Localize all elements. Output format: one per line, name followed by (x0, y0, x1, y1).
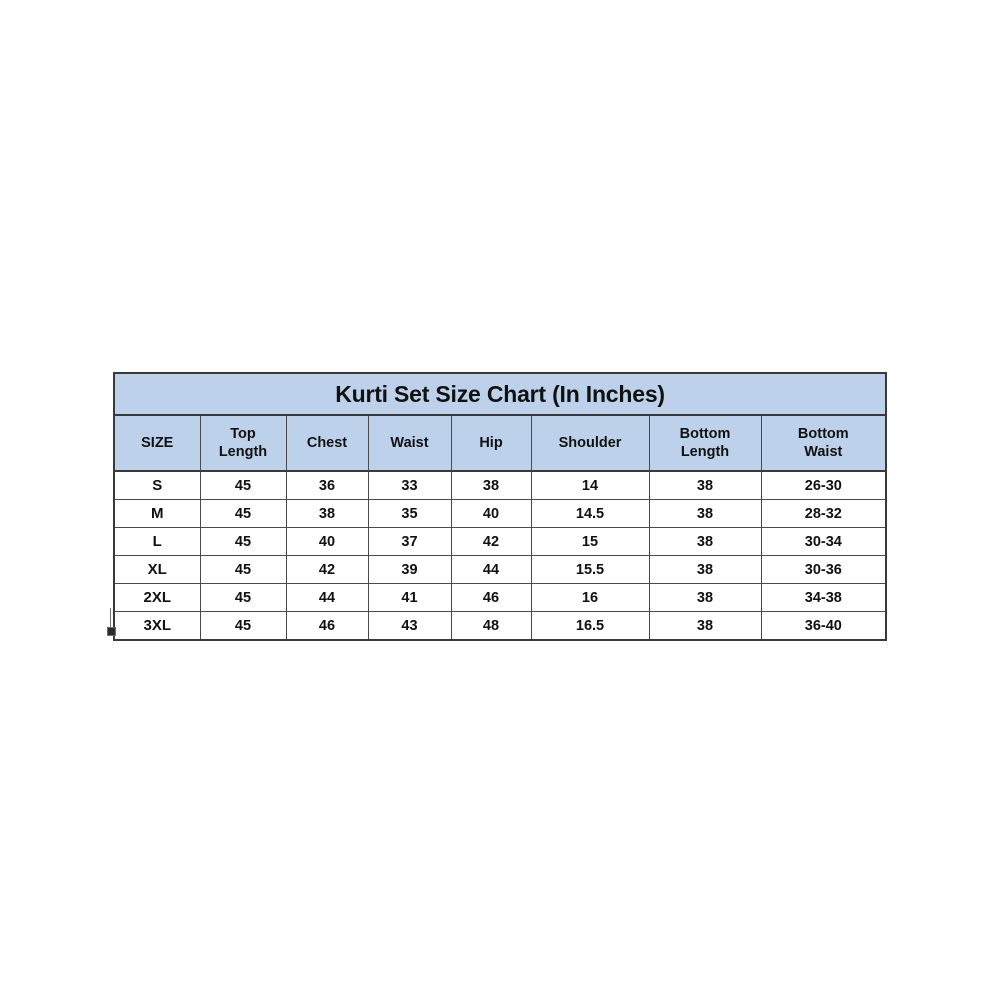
header-line: Waist (804, 444, 843, 460)
chart-header-row: SIZE Top Length Chest Waist Hip Shoulder (113, 414, 887, 472)
cell-shoulder: 14.5 (530, 499, 650, 528)
column-header-bottom-length: Bottom Length (648, 414, 762, 472)
table-row: L 45 40 37 42 15 38 30-34 (113, 527, 887, 556)
chart-title-row: Kurti Set Size Chart (In Inches) (113, 372, 887, 416)
cell-size: S (113, 470, 201, 500)
cell-top-length: 45 (199, 499, 287, 528)
header-line: Hip (479, 434, 503, 451)
size-chart-table: Kurti Set Size Chart (In Inches) SIZE To… (113, 372, 888, 641)
cell-waist: 33 (367, 470, 452, 500)
column-header-hip: Hip (450, 414, 532, 472)
chart-title: Kurti Set Size Chart (In Inches) (113, 372, 887, 416)
header-line: Length (218, 444, 268, 460)
cell-bottom-length: 38 (648, 470, 762, 500)
table-row: 3XL 45 46 43 48 16.5 38 36-40 (113, 611, 887, 641)
cell-size: 3XL (113, 611, 201, 641)
column-header-top-length: Top Length (199, 414, 287, 472)
table-row: M 45 38 35 40 14.5 38 28-32 (113, 499, 887, 528)
table-row: 2XL 45 44 41 46 16 38 34-38 (113, 583, 887, 612)
anchor-handle-marker (107, 627, 116, 636)
cell-waist: 37 (367, 527, 452, 556)
cell-bottom-length: 38 (648, 555, 762, 584)
cell-bottom-waist: 28-32 (760, 499, 887, 528)
cell-top-length: 45 (199, 583, 287, 612)
cell-bottom-waist: 34-38 (760, 583, 887, 612)
cell-top-length: 45 (199, 527, 287, 556)
cell-hip: 44 (450, 555, 532, 584)
header-line: Shoulder (558, 434, 622, 451)
size-chart-container: Kurti Set Size Chart (In Inches) SIZE To… (107, 372, 888, 641)
cell-chest: 40 (285, 527, 369, 556)
header-line: Top (230, 425, 256, 442)
cell-hip: 40 (450, 499, 532, 528)
header-line: Length (680, 444, 730, 460)
cell-chest: 42 (285, 555, 369, 584)
cell-waist: 43 (367, 611, 452, 641)
cell-size: 2XL (113, 583, 201, 612)
cell-size: XL (113, 555, 201, 584)
cell-top-length: 45 (199, 470, 287, 500)
cell-hip: 48 (450, 611, 532, 641)
cell-shoulder: 15.5 (530, 555, 650, 584)
cell-bottom-waist: 30-34 (760, 527, 887, 556)
cell-bottom-waist: 26-30 (760, 470, 887, 500)
cell-chest: 44 (285, 583, 369, 612)
cell-bottom-waist: 30-36 (760, 555, 887, 584)
column-header-waist: Waist (367, 414, 452, 472)
column-header-size: SIZE (113, 414, 201, 472)
header-line: SIZE (141, 434, 174, 451)
cell-hip: 42 (450, 527, 532, 556)
cell-bottom-length: 38 (648, 611, 762, 641)
cell-waist: 39 (367, 555, 452, 584)
cell-size: L (113, 527, 201, 556)
cell-top-length: 45 (199, 611, 287, 641)
cell-size: M (113, 499, 201, 528)
header-line: Waist (390, 434, 429, 451)
cell-shoulder: 16 (530, 583, 650, 612)
table-row: S 45 36 33 38 14 38 26-30 (113, 470, 887, 500)
cell-chest: 46 (285, 611, 369, 641)
cell-chest: 38 (285, 499, 369, 528)
cell-bottom-length: 38 (648, 583, 762, 612)
cell-hip: 46 (450, 583, 532, 612)
table-row: XL 45 42 39 44 15.5 38 30-36 (113, 555, 887, 584)
header-line: Bottom (797, 425, 849, 442)
column-header-bottom-waist: Bottom Waist (760, 414, 887, 472)
cell-top-length: 45 (199, 555, 287, 584)
header-line: Chest (306, 434, 348, 451)
cell-bottom-waist: 36-40 (760, 611, 887, 641)
cell-shoulder: 16.5 (530, 611, 650, 641)
cell-hip: 38 (450, 470, 532, 500)
cell-bottom-length: 38 (648, 499, 762, 528)
column-header-chest: Chest (285, 414, 369, 472)
anchor-stem-decoration (110, 608, 111, 634)
cell-shoulder: 14 (530, 470, 650, 500)
column-header-shoulder: Shoulder (530, 414, 650, 472)
header-line: Bottom (679, 425, 731, 442)
cell-waist: 35 (367, 499, 452, 528)
cell-bottom-length: 38 (648, 527, 762, 556)
cell-waist: 41 (367, 583, 452, 612)
cell-chest: 36 (285, 470, 369, 500)
cell-shoulder: 15 (530, 527, 650, 556)
